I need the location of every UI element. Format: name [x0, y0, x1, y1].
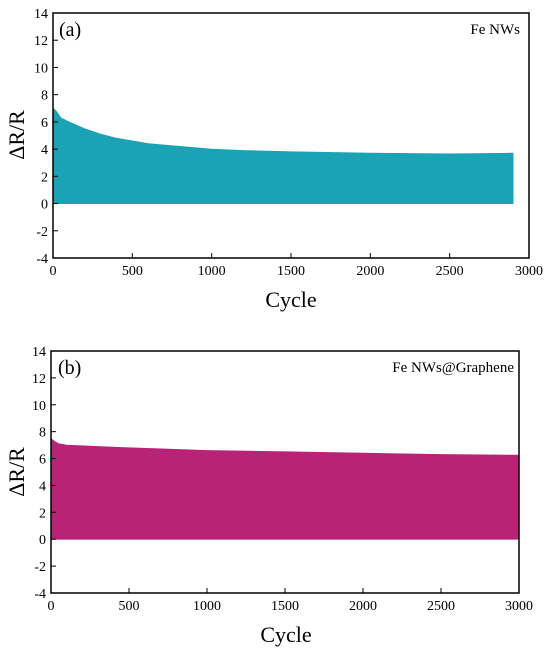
plot-frame	[52, 12, 530, 259]
y-tick-label: -4	[34, 587, 46, 602]
x-tick-label: 2000	[356, 264, 384, 279]
x-tick-label: 1000	[193, 599, 221, 614]
x-tick-label: 2500	[427, 599, 455, 614]
y-tick-label: 14	[34, 7, 48, 22]
y-tick-label: 0	[41, 198, 48, 213]
x-tick-layer: 0 500 1000 1500 2000 2500 3000	[50, 253, 543, 279]
series-layer	[52, 107, 514, 204]
legend-entry: Fe NWs@Graphene	[392, 360, 514, 376]
y-tick-label: 4	[41, 143, 48, 158]
y-tick-layer: -4 -2 0 2 4 6 8 10 12 14	[34, 7, 58, 267]
x-tick-label: 0	[48, 599, 55, 614]
x-axis-title: Cycle	[260, 622, 311, 647]
panel-label: (a)	[59, 19, 81, 41]
x-tick-layer: 0 500 1000 1500 2000 2500 3000	[48, 588, 533, 614]
y-tick-label: -4	[36, 252, 48, 267]
y-tick-layer: -4 -2 0 2 4 6 8 10 12 14	[32, 345, 56, 602]
y-tick-label: 2	[41, 170, 48, 185]
x-tick-label: 1500	[271, 599, 299, 614]
y-axis-title: ΔR/R	[4, 110, 29, 160]
y-tick-label: 10	[34, 61, 48, 76]
x-tick-label: 1000	[198, 264, 226, 279]
series-layer	[50, 437, 520, 540]
y-tick-label: 8	[41, 89, 48, 104]
y-tick-label: 6	[41, 116, 48, 131]
x-tick-label: 0	[50, 264, 57, 279]
series-area	[50, 437, 520, 540]
x-tick-label: 3000	[505, 599, 533, 614]
x-tick-label: 2000	[349, 599, 377, 614]
y-tick-label: 2	[39, 506, 46, 521]
y-tick-label: -2	[36, 225, 48, 240]
y-tick-label: 12	[32, 372, 46, 387]
panel-label: (b)	[58, 357, 81, 379]
x-tick-label: 3000	[515, 264, 543, 279]
y-tick-label: 10	[32, 399, 46, 414]
y-tick-label: 8	[39, 426, 46, 441]
panel-b: 0 500 1000 1500 2000 2500 3000 -4 -2 0 2 4 6 8 10 12 14…	[4, 345, 533, 647]
x-tick-label: 500	[122, 264, 143, 279]
series-area	[52, 107, 514, 204]
y-tick-label: 14	[32, 345, 46, 360]
y-tick-label: -2	[34, 560, 46, 575]
panel-a: 0 500 1000 1500 2000 2500 3000 -4 -2 0 2 4 6 8 10 12 14…	[4, 7, 543, 312]
x-tick-label: 2500	[436, 264, 464, 279]
y-tick-label: 12	[34, 34, 48, 49]
x-axis-title: Cycle	[265, 287, 316, 312]
x-tick-label: 1500	[277, 264, 305, 279]
x-tick-label: 500	[119, 599, 140, 614]
y-tick-label: 4	[39, 479, 46, 494]
y-axis-title: ΔR/R	[4, 447, 29, 497]
y-tick-label: 6	[39, 453, 46, 468]
y-tick-label: 0	[39, 533, 46, 548]
legend-entry: Fe NWs	[470, 22, 520, 38]
